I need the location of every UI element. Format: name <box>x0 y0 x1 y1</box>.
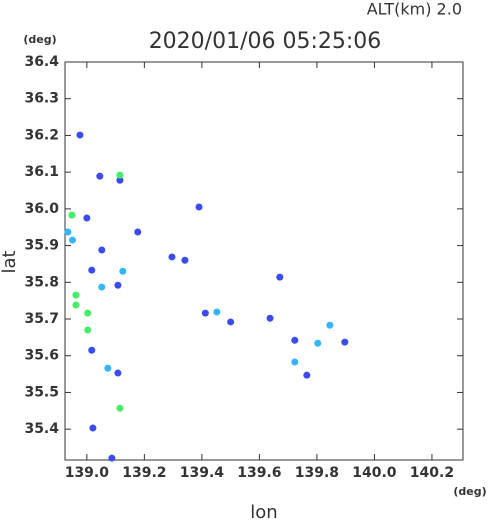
echo-point <box>88 266 96 274</box>
y-tick-label: 36.3 <box>24 91 59 107</box>
echo-point <box>116 176 124 184</box>
echo-point <box>68 211 76 219</box>
echo-point <box>114 369 122 377</box>
x-axis-label: lon <box>250 502 277 521</box>
altitude: ALT(km) 2.0 <box>367 0 462 19</box>
echo-point <box>114 281 122 289</box>
x-unit: (deg) <box>453 485 486 498</box>
echo-point <box>181 256 189 264</box>
echo-point <box>64 228 72 236</box>
echo-point <box>84 309 92 317</box>
plot-frame <box>64 61 464 461</box>
echo-point <box>96 172 104 180</box>
echo-point <box>108 454 116 462</box>
y-tick-label: 36.2 <box>24 127 59 143</box>
echo-point <box>98 283 106 291</box>
echo-point <box>201 309 209 317</box>
y-tick-label: 36.4 <box>24 54 59 70</box>
x-tick-label: 139.8 <box>295 465 339 481</box>
echo-point <box>104 364 112 372</box>
echo-point <box>72 291 80 299</box>
y-unit: (deg) <box>23 33 56 46</box>
y-tick-label: 35.4 <box>24 421 59 437</box>
echo-point <box>314 339 322 347</box>
x-tick-label: 139.6 <box>237 465 281 481</box>
y-axis-label: lat <box>0 250 20 273</box>
echo-point <box>168 253 176 261</box>
chart-title: 2020/01/06 05:25:06 <box>149 29 382 54</box>
echo-point <box>88 346 96 354</box>
x-tick-label: 139.4 <box>180 465 225 481</box>
y-tick-label: 35.6 <box>24 348 59 364</box>
echo-point <box>89 424 97 432</box>
x-tick-label: 139.2 <box>122 465 166 481</box>
echo-point <box>84 326 92 334</box>
y-tick-label: 35.7 <box>24 311 59 327</box>
echo-point <box>291 358 299 366</box>
y-tick-label: 35.5 <box>24 384 59 400</box>
echo-point <box>76 131 84 139</box>
x-tick-label: 140.0 <box>352 465 397 481</box>
y-tick-label: 36.1 <box>24 164 59 180</box>
echo-point <box>83 214 91 222</box>
echo-point <box>134 228 142 236</box>
echo-point <box>266 314 274 322</box>
x-tick-label: 140.2 <box>410 465 454 481</box>
x-tick-label: 139.0 <box>65 465 110 481</box>
echo-point <box>291 336 299 344</box>
y-tick-label: 35.9 <box>24 238 59 254</box>
echo-point <box>227 318 235 326</box>
echo-point <box>276 273 284 281</box>
y-tick-label: 35.8 <box>24 274 59 290</box>
echo-point <box>72 301 80 309</box>
echo-point <box>116 404 124 412</box>
echo-point <box>116 171 124 179</box>
y-tick-label: 36.0 <box>24 201 59 217</box>
echo-point <box>213 308 221 316</box>
echo-point <box>68 236 76 244</box>
echo-point <box>195 203 203 211</box>
echo-point <box>341 338 349 346</box>
echo-point <box>303 371 311 379</box>
echo-point <box>326 321 334 329</box>
echo-point <box>98 246 106 254</box>
echo-point <box>119 267 127 275</box>
